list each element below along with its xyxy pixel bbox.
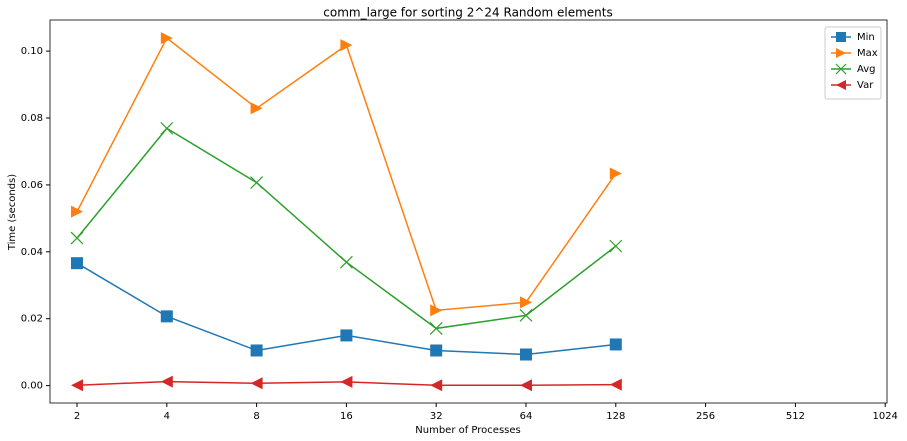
marker [429, 321, 443, 335]
legend-label: Max [857, 48, 878, 59]
marker [250, 344, 263, 357]
x-tick-label: 2 [74, 411, 80, 422]
y-tick-label: 0.04 [21, 247, 43, 258]
legend-label: Min [857, 32, 875, 43]
marker [519, 308, 533, 322]
marker [160, 310, 173, 323]
plot-frame [49, 19, 888, 404]
marker [520, 348, 532, 361]
x-tick-label: 128 [606, 411, 625, 422]
x-tick-label: 1024 [872, 411, 897, 422]
x-tick-label: 64 [520, 411, 533, 422]
legend-marker [836, 48, 846, 58]
x-tick-label: 8 [253, 411, 259, 422]
marker [160, 32, 173, 45]
y-axis-label: Time (seconds) [7, 174, 18, 251]
marker [609, 338, 622, 351]
x-axis-label: Number of Processes [415, 425, 520, 436]
marker [340, 329, 353, 342]
legend-marker [836, 32, 846, 42]
y-tick-label: 0.06 [21, 180, 43, 191]
marker [430, 304, 443, 317]
marker [160, 121, 174, 135]
marker [70, 231, 84, 245]
y-tick-label: 0.08 [21, 113, 43, 124]
y-tick-label: 0.02 [21, 314, 43, 325]
y-tick-label: 0.00 [21, 381, 43, 392]
marker [609, 167, 622, 180]
x-tick-label: 512 [786, 411, 805, 422]
y-tick-label: 0.10 [21, 46, 43, 57]
marker [250, 377, 263, 390]
legend-label: Avg [857, 64, 876, 75]
marker [609, 239, 623, 253]
marker [71, 205, 83, 218]
legend-marker [836, 80, 846, 90]
x-tick-label: 4 [164, 411, 170, 422]
marker [340, 375, 353, 388]
marker [339, 255, 353, 269]
x-tick-label: 16 [340, 411, 353, 422]
marker [160, 375, 173, 388]
marker [71, 379, 83, 392]
marker [609, 378, 622, 391]
x-tick-label: 256 [696, 411, 715, 422]
marker [340, 39, 353, 52]
marker [71, 257, 83, 270]
marker [430, 379, 443, 392]
legend-marker [835, 63, 847, 75]
marker [250, 176, 264, 189]
marker [430, 344, 443, 357]
marker [520, 296, 532, 309]
legend-label: Var [857, 80, 874, 91]
chart-title: comm_large for sorting 2^24 Random eleme… [323, 6, 612, 20]
x-tick-label: 32 [430, 411, 443, 422]
legend-box [824, 26, 882, 100]
marker [250, 102, 263, 115]
marker [520, 379, 532, 392]
